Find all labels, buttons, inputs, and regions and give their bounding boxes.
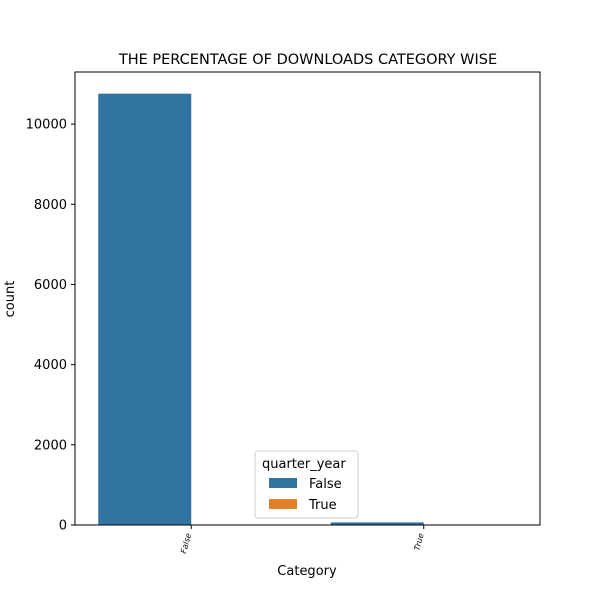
legend-swatch-true (269, 499, 297, 509)
y-axis-label: count (3, 281, 18, 318)
x-tick-label: True (412, 532, 425, 551)
y-tick-label: 6000 (34, 278, 67, 293)
x-axis-label: Category (277, 564, 337, 579)
bar-false-false (98, 93, 192, 526)
y-tick-label: 4000 (34, 358, 67, 373)
y-tick-label: 0 (59, 519, 67, 534)
legend-swatch-false (269, 478, 297, 488)
y-tick-label: 10000 (26, 118, 67, 133)
x-tick-label: False (179, 532, 193, 555)
legend-label-true: True (308, 498, 337, 513)
chart-title: THE PERCENTAGE OF DOWNLOADS CATEGORY WIS… (118, 52, 497, 68)
x-axis: False True (179, 525, 426, 555)
y-tick-label: 2000 (34, 438, 67, 453)
bar-true-false (330, 522, 424, 525)
plot-frame (74, 71, 541, 526)
legend-title: quarter_year (262, 457, 346, 472)
y-tick-label: 8000 (34, 198, 67, 213)
y-axis: 0 2000 4000 6000 8000 10000 (26, 118, 75, 534)
legend-label-false: False (309, 477, 342, 492)
bars-layer (98, 93, 424, 526)
legend: quarter_year False True (254, 450, 359, 519)
